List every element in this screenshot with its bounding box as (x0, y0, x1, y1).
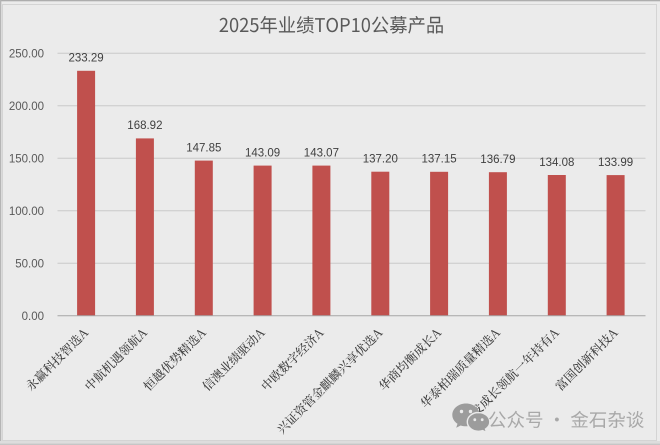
svg-text:233.29: 233.29 (69, 53, 104, 65)
svg-text:143.09: 143.09 (245, 147, 280, 159)
svg-text:0.00: 0.00 (22, 311, 44, 323)
svg-text:133.99: 133.99 (598, 157, 633, 169)
svg-text:143.07: 143.07 (304, 147, 339, 159)
svg-text:137.20: 137.20 (363, 154, 398, 166)
svg-text:150.00: 150.00 (9, 153, 44, 165)
svg-text:136.79: 136.79 (480, 154, 515, 166)
svg-text:200.00: 200.00 (9, 101, 44, 113)
svg-text:168.92: 168.92 (127, 120, 162, 132)
svg-text:100.00: 100.00 (9, 206, 44, 218)
svg-text:50.00: 50.00 (15, 258, 44, 270)
svg-text:250.00: 250.00 (9, 48, 44, 60)
svg-text:137.15: 137.15 (422, 154, 457, 166)
svg-text:134.08: 134.08 (539, 157, 574, 169)
svg-text:147.85: 147.85 (186, 142, 221, 154)
